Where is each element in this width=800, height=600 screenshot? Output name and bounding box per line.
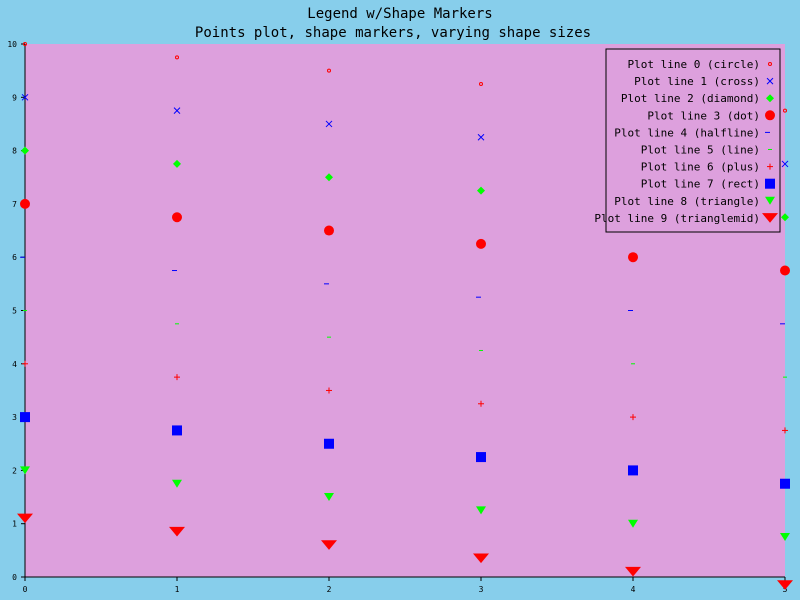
series-6-point-plus (630, 414, 636, 421)
legend-label: Plot line 9 (trianglemid) (594, 212, 760, 225)
series-9-point-trianglemid (777, 580, 793, 590)
legend-entry: Plot line 9 (trianglemid) (594, 212, 778, 225)
series-0-point-circle (175, 55, 179, 60)
legend-marker-rect (765, 178, 775, 189)
legend: Plot line 0 (circle) Plot line 1 (cross) P… (594, 48, 781, 233)
chart-title: Legend w/Shape Markers (307, 6, 492, 22)
series-2-point-diamond (477, 186, 485, 195)
legend-marker-trianglemid (762, 213, 778, 223)
y-tick-label: 0 (12, 573, 17, 582)
legend-label: Plot line 8 (triangle) (614, 195, 760, 208)
chart-subtitle: Points plot, shape markers, varying shap… (195, 25, 591, 41)
series-0-point-circle (327, 68, 331, 73)
legend-label: Plot line 6 (plus) (641, 161, 760, 174)
legend-entry: Plot line 4 (halfline) (614, 126, 770, 139)
series-9-point-trianglemid (169, 526, 185, 537)
x-tick-label: 2 (327, 585, 332, 594)
series-0-point-circle (783, 108, 787, 113)
series-1-point-cross (21, 93, 29, 101)
series-8-point-triangle (20, 466, 30, 475)
series-7-point-rect (780, 478, 790, 489)
y-tick-label: 7 (12, 200, 17, 209)
series-6-point-plus (782, 427, 788, 434)
series-7-point-rect (172, 425, 182, 436)
series-3-point-dot (20, 198, 30, 209)
legend-label: Plot line 2 (diamond) (621, 92, 760, 105)
series-6-point-plus (174, 374, 180, 381)
y-tick-label: 2 (12, 466, 17, 475)
x-tick-label: 3 (479, 585, 484, 594)
legend-entry: Plot line 7 (rect) (641, 178, 775, 191)
series-8-point-triangle (780, 533, 790, 542)
series-7-point-rect (324, 438, 334, 449)
series-9-point-trianglemid (17, 513, 33, 524)
series-3-point-dot (476, 238, 486, 249)
legend-marker-diamond (766, 94, 774, 103)
legend-entry: Plot line 6 (plus) (641, 161, 773, 174)
y-tick-label: 10 (7, 40, 17, 49)
x-tick-label: 0 (23, 585, 28, 594)
x-tick-label: 4 (631, 585, 636, 594)
data-markers (17, 42, 793, 590)
series-9-point-trianglemid (473, 553, 489, 564)
legend-marker-circle (768, 62, 772, 66)
series-8-point-triangle (324, 493, 334, 502)
series-1-point-cross (325, 120, 333, 128)
series-0-point-circle (23, 42, 27, 46)
series-7-point-rect (476, 452, 486, 463)
legend-label: Plot line 1 (cross) (634, 75, 760, 88)
y-tick-label: 9 (12, 93, 17, 102)
series-3-point-dot (324, 225, 334, 236)
series-3-point-dot (780, 265, 790, 276)
series-1-point-cross (477, 133, 485, 141)
series-1-point-cross (781, 160, 789, 168)
series-7-point-rect (20, 412, 30, 423)
legend-marker-plus (767, 163, 773, 170)
legend-entry: Plot line 5 (line) (641, 144, 772, 157)
y-tick-label: 4 (12, 360, 17, 369)
y-tick-label: 6 (12, 253, 17, 262)
y-tick-label: 1 (12, 520, 17, 529)
series-6-point-plus (478, 400, 484, 407)
series-6-point-plus (326, 387, 332, 394)
legend-entry: Plot line 3 (dot) (647, 109, 775, 122)
series-8-point-triangle (628, 519, 638, 528)
series-3-point-dot (628, 252, 638, 263)
series-2-point-diamond (325, 173, 333, 182)
series-0-point-circle (479, 81, 483, 86)
legend-label: Plot line 7 (rect) (641, 178, 760, 191)
legend-label: Plot line 0 (circle) (628, 58, 760, 71)
series-1-point-cross (173, 107, 181, 114)
legend-entry: Plot line 2 (diamond) (621, 92, 774, 105)
legend-label: Plot line 4 (halfline) (614, 126, 760, 139)
y-tick-label: 3 (12, 413, 17, 422)
legend-marker-cross (766, 77, 774, 85)
legend-entry: Plot line 1 (cross) (634, 75, 774, 88)
legend-label: Plot line 5 (line) (641, 144, 760, 157)
y-tick-label: 5 (12, 307, 17, 316)
legend-marker-triangle (765, 196, 775, 205)
series-3-point-dot (172, 212, 182, 223)
legend-marker-dot (765, 110, 775, 121)
series-2-point-diamond (173, 159, 181, 168)
x-tick-label: 1 (175, 585, 180, 594)
legend-label: Plot line 3 (dot) (647, 109, 760, 122)
series-2-point-diamond (21, 146, 29, 155)
series-9-point-trianglemid (625, 566, 641, 577)
legend-entry: Plot line 8 (triangle) (614, 195, 775, 208)
series-2-point-diamond (781, 213, 789, 222)
series-6-point-plus (22, 360, 28, 367)
series-8-point-triangle (476, 506, 486, 515)
series-9-point-trianglemid (321, 540, 337, 550)
series-7-point-rect (628, 465, 638, 476)
series-8-point-triangle (172, 479, 182, 488)
y-tick-label: 8 (12, 147, 17, 156)
legend-entry: Plot line 0 (circle) (628, 58, 772, 71)
legend-box (605, 48, 781, 233)
